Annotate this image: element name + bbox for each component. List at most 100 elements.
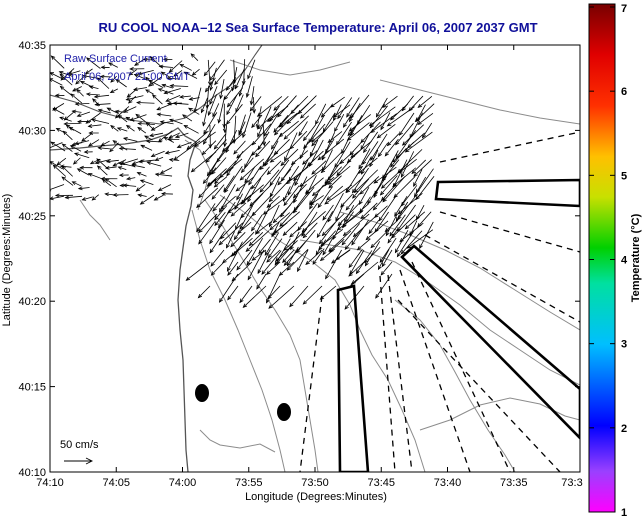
current-vector [211,261,225,276]
current-vector-head [71,181,77,185]
current-vector-head [157,187,163,192]
current-vector [244,166,256,183]
current-vector [173,102,189,105]
current-vector [251,114,263,128]
current-vector [367,184,382,204]
current-vector [251,166,270,190]
current-vector [233,140,246,155]
current-vector [137,172,147,177]
current-vector [239,285,253,303]
current-vector-head [112,162,117,167]
current-vector-head [226,243,230,249]
current-vector-head [316,233,321,239]
current-vector [413,169,423,187]
current-vector-head [345,206,350,211]
current-vector-head [209,248,214,254]
current-vector [360,202,378,219]
current-vector [391,214,416,239]
current-vector [322,149,333,171]
current-vector [270,148,291,163]
current-vector [138,194,147,197]
current-vector-head [404,148,410,153]
current-vector [91,119,110,124]
current-vector [205,77,216,92]
current-vector [203,112,218,135]
current-vector [269,204,280,227]
current-vector [293,186,315,213]
current-vector-head [266,170,272,175]
current-vector-head [289,233,294,238]
current-vector-head [377,265,382,271]
current-vector [226,231,235,248]
current-vector [370,113,397,133]
y-tick-label: 40:30 [18,125,46,137]
current-vector-head [417,103,423,109]
current-vector-head [211,195,216,200]
current-vector [140,179,154,186]
current-vector [395,229,409,253]
current-vector [201,97,208,113]
current-vector [145,89,154,95]
current-vector [139,159,155,163]
current-vector-head [140,144,145,149]
y-tick-label: 40:35 [18,40,46,52]
current-vector [287,175,298,196]
current-vector-head [257,145,262,151]
current-vector [233,115,237,144]
current-vector [279,104,299,127]
current-vector [407,229,434,249]
current-vector [264,232,279,256]
current-vector-head [233,235,238,241]
current-vector-head [114,109,120,114]
current-vector-head [393,193,398,199]
current-vector [77,168,90,176]
current-vector-head [292,193,298,199]
current-vector-head [346,113,351,118]
current-vector-head [330,259,336,264]
current-vector [218,201,236,228]
current-vector-head [137,126,142,131]
current-vector [345,193,361,211]
current-vector-head [273,131,279,136]
current-vector [296,229,316,253]
current-vector-head [239,225,244,230]
current-vector [334,114,345,132]
current-vector-head [203,129,208,135]
current-vector-head [268,304,273,309]
current-vector-head [104,192,110,197]
current-vector-head [269,158,275,163]
current-vector [312,248,325,265]
current-vector [397,229,415,257]
current-vector-head [76,168,82,173]
current-vector-head [419,244,423,250]
current-vector [327,193,344,222]
current-vector [327,131,343,143]
current-vector-head [116,127,122,131]
current-vector-head [286,261,291,267]
current-vector [422,122,433,138]
current-vector-head [168,118,174,123]
current-vector-head [74,141,79,146]
current-vector [226,104,243,125]
current-vector [283,185,300,206]
current-vector-head [194,142,199,148]
current-vector-head [297,109,303,115]
current-vector-head [359,190,364,195]
current-vector [126,125,135,132]
colorbar-label: Temperature (°C) [630,213,642,302]
current-vector-head [159,170,165,174]
current-vector [262,124,265,146]
current-vector [209,86,218,105]
current-vector [274,121,288,136]
current-vector [198,221,216,245]
current-vector [241,157,254,173]
current-vector [92,194,100,201]
current-vector [327,166,343,181]
current-vector [337,210,363,231]
y-axis-label: Latitude (Degrees:Minutes) [1,194,13,327]
current-vector-head [334,127,338,133]
map-plot-area [49,44,581,473]
current-vector [255,221,272,234]
current-vector-head [122,183,128,188]
current-vector [378,195,397,221]
